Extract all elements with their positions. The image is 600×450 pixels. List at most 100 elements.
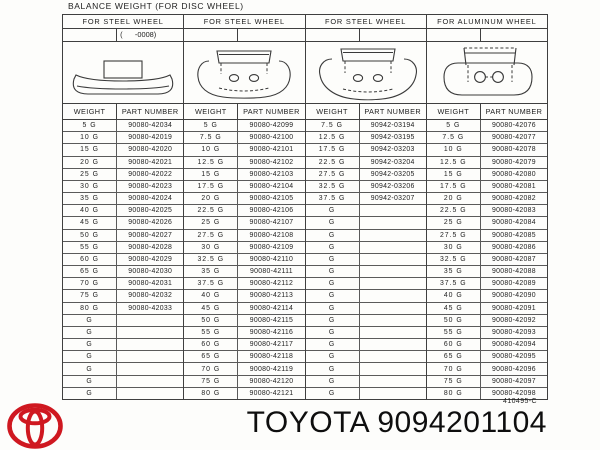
table-row: 17.5 G 90080-42081 [426,179,547,193]
weight-cell: G [306,339,360,351]
table-row: 50 G 90080-42027 [63,228,184,241]
table-row: 30 G 90080-42109 [184,240,305,253]
table-row: G [305,228,426,241]
clip-weight-front-view-icon [197,49,292,99]
part-number-cell: 90080-42028 [128,243,173,251]
part-number-cell: 90080-42112 [249,280,294,288]
table-row: 80 G 90080-42033 [63,301,184,314]
table-row: G [305,325,426,339]
weight-column-header: WEIGHT [427,104,481,119]
weight-cell: 45 G [427,302,481,314]
part-number-cell: 90080-42107 [249,219,294,227]
weight-cell: 12.5 G [427,156,481,168]
table-row: G [305,265,426,278]
weight-cell: 7.5 G [184,132,239,144]
table-row: 55 G 90080-42093 [426,325,547,339]
part-number-cell: 90080-42092 [491,316,536,324]
weight-cell: 40 G [427,290,481,302]
weight-drawing [184,42,305,104]
table-row: 20 G 90080-42082 [426,192,547,205]
table-row: 25 G 90080-42084 [426,216,547,229]
table-row: 15 G 90080-42080 [426,167,547,180]
footer-part-number: TOYOTA 9094201104 [246,406,547,439]
subheader-weight-cell [184,29,239,41]
column-group-steel-1: FOR STEEL WHEEL ( -0008) WEIGHT PART NUM… [63,15,184,399]
table-row: 45 G 90080-42026 [63,216,184,229]
table-row: G [305,350,426,363]
weight-cell: 17.5 G [427,180,481,193]
part-number-cell: 90080-42032 [128,292,173,300]
table-row: 7.5 G 90942-03194 [306,120,426,132]
part-number-cell: 90080-42095 [491,353,536,361]
weight-cell: 30 G [427,241,481,253]
table-row: 30 G 90080-42086 [426,240,547,253]
parts-table: FOR STEEL WHEEL ( -0008) WEIGHT PART NUM… [62,14,548,400]
aluminum-clip-weight-icon [443,47,533,96]
table-row: G [305,277,426,290]
weight-cell: G [63,351,118,363]
weight-cell: 55 G [427,326,481,339]
weight-cell: 80 G [63,302,118,314]
weight-cell: G [306,278,360,290]
part-number-cell: 90080-42100 [249,134,294,142]
table-row: G [305,374,426,387]
part-number-cell: 90080-42108 [249,231,294,239]
table-row: G [305,216,426,229]
table-row: 60 G 90080-42094 [426,338,547,351]
weight-cell: 25 G [63,168,118,180]
part-number-cell: 90942-03205 [370,170,415,178]
part-number-cell: 90942-03207 [370,195,415,203]
weight-cell: 70 G [63,278,118,290]
subheader-range-cell [238,29,304,41]
table-row: G [63,362,184,375]
part-number-cell [360,315,426,326]
part-number-cell: 90080-42101 [249,146,294,154]
part-number-cell [360,376,426,387]
part-number-cell: 90080-42117 [249,341,294,349]
table-row: 65 G 90080-42030 [63,265,184,278]
weight-cell: 75 G [427,375,481,387]
weight-cell: 20 G [63,156,118,168]
weight-cell: 27.5 G [427,229,481,241]
weight-cell: G [63,375,118,387]
part-number-cell: 90080-42089 [491,280,536,288]
part-number-cell: 90080-42084 [491,219,536,227]
weight-cell: 80 G [184,387,239,399]
part-number-cell: 90080-42021 [128,158,173,166]
weight-column-header: WEIGHT [184,104,239,119]
part-number-cell: 90080-42109 [249,243,294,251]
weight-cell: G [306,326,360,339]
part-number-cell: 90080-42118 [249,353,294,361]
part-number-cell: 90080-42026 [128,219,173,227]
group-header: FOR STEEL WHEEL [305,15,426,29]
weight-cell: 40 G [184,290,239,302]
weight-cell: G [63,387,118,399]
weight-cell: 35 G [63,193,118,205]
part-number-cell: 90080-42121 [249,389,294,397]
part-number-cell: 90080-42025 [128,207,173,215]
group-subheader [305,29,426,42]
weight-cell: 10 G [63,132,118,144]
part-number-cell [117,315,183,326]
weight-cell: 75 G [63,290,118,302]
table-row: 45 G 90080-42114 [184,301,305,314]
weight-cell: 5 G [427,120,481,132]
weight-cell: 37.5 G [427,278,481,290]
part-number-cell: 90942-03195 [370,134,415,142]
subheader-weight-cell [427,29,481,41]
weight-cell: G [306,217,360,229]
column-group-steel-2: FOR STEEL WHEEL WEIGHT PA [183,15,305,399]
part-number-cell: 90080-42079 [491,158,536,166]
table-row: G [305,240,426,253]
table-row: 75 G 90080-42120 [184,374,305,387]
part-number-cell: 90080-42102 [249,158,294,166]
weight-cell: 37.5 G [184,278,239,290]
table-row: 40 G 90080-42025 [63,204,184,217]
part-number-cell: 90080-42077 [491,134,536,142]
table-row: 22.5 G 90080-42106 [184,204,305,217]
weight-cell: 7.5 G [306,120,360,132]
weight-cell: G [306,241,360,253]
table-row: 70 G 90080-42031 [63,277,184,290]
column-header-row: WEIGHT PART NUMBER [63,104,184,120]
table-row: 10 G 90080-42101 [184,143,305,156]
